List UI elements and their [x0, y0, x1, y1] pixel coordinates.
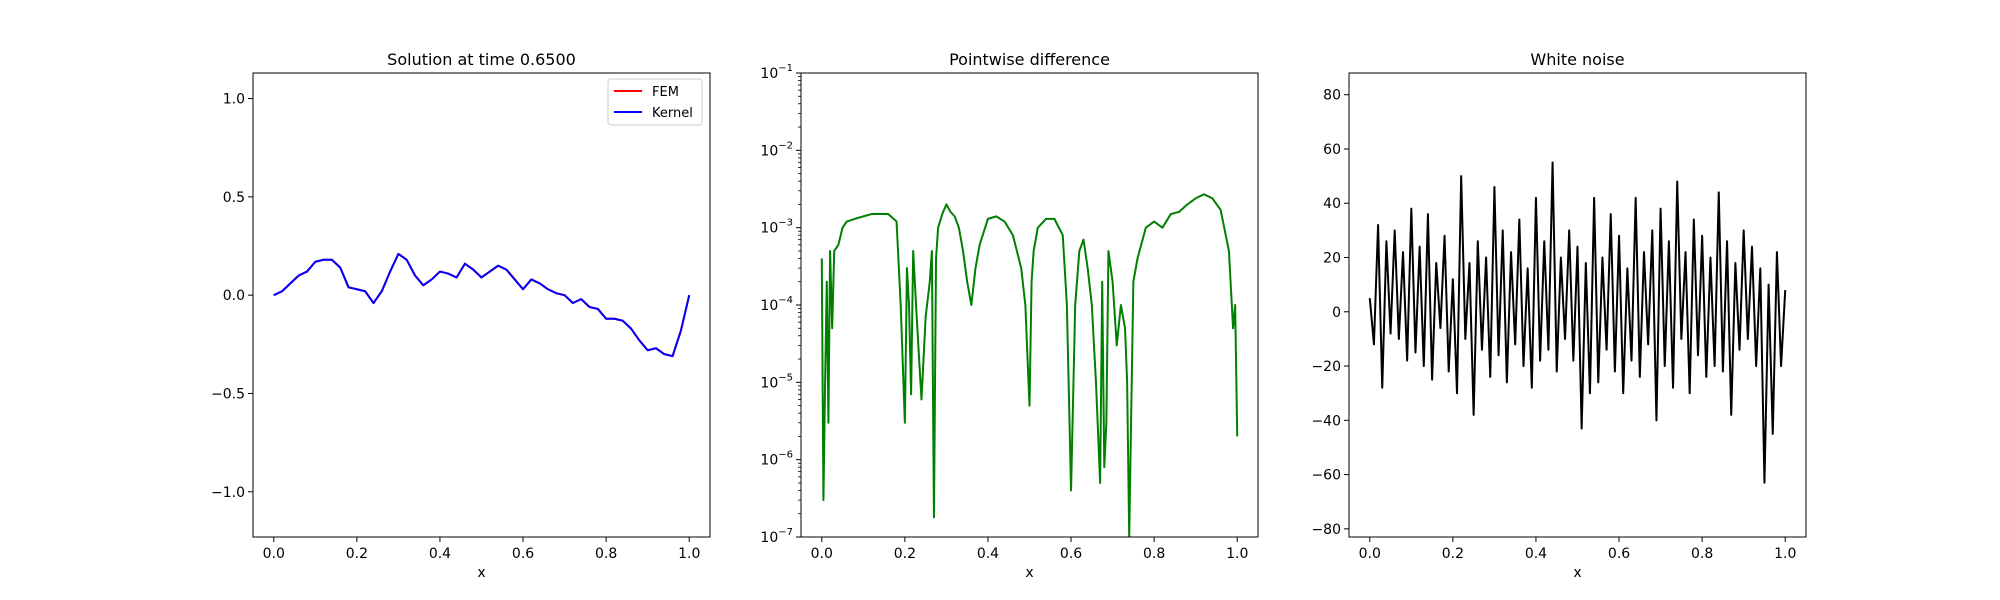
difference-series-0-line — [820, 193, 1239, 537]
difference-ytick-label: 10−5 — [760, 372, 793, 391]
difference-xtick-label: 0.8 — [1143, 546, 1165, 562]
difference-panel-xlabel: x — [1025, 565, 1033, 581]
difference-axes-frame — [800, 72, 1259, 538]
difference-panel: Pointwise difference x 0.0 0.2 0.4 0.6 0.8 1.… — [760, 50, 1259, 581]
noise-xtick-label: 0.2 — [1442, 546, 1464, 562]
noise-panel-title: White noise — [1530, 50, 1624, 69]
noise-ytick-label: 80 — [1323, 88, 1341, 104]
solution-xtick-label: 0.0 — [263, 546, 285, 562]
legend-kernel-label: Kernel — [652, 106, 693, 121]
solution-ticks: 0.0 0.2 0.4 0.6 0.8 1.0 −1.0 −0.5 0.0 0.5 1.0 — [211, 92, 700, 562]
solution-legend: FEM Kernel — [607, 78, 703, 126]
difference-ticks: 0.0 0.2 0.4 0.6 0.8 1.0 10−7 10−6 10−5 10−4 10−3 10… — [760, 63, 1248, 562]
noise-axes-frame — [1348, 72, 1807, 538]
solution-ytick-label: −0.5 — [211, 386, 245, 402]
difference-xtick-label: 0.2 — [894, 546, 916, 562]
noise-ytick-label: −80 — [1311, 522, 1341, 538]
noise-ytick-label: 0 — [1332, 305, 1341, 321]
solution-ytick-label: 0.0 — [223, 288, 245, 304]
solution-series-kernel-line — [273, 252, 691, 358]
noise-ytick-label: −40 — [1311, 413, 1341, 429]
solution-series-fem-line — [273, 252, 691, 358]
legend-fem-label: FEM — [652, 85, 679, 100]
noise-ytick-label: 40 — [1323, 196, 1341, 212]
difference-ytick-label: 10−3 — [760, 218, 793, 237]
solution-xtick-label: 0.4 — [429, 546, 451, 562]
noise-ytick-label: −20 — [1311, 359, 1341, 375]
difference-plot-area — [820, 193, 1239, 537]
noise-panel: White noise x 0.0 0.2 0.4 0.6 0.8 1.0 −80 −60 −4… — [1311, 50, 1807, 581]
noise-xtick-label: 0.8 — [1691, 546, 1713, 562]
noise-xtick-label: 0.0 — [1359, 546, 1381, 562]
solution-axes-frame — [252, 72, 711, 538]
solution-xtick-label: 0.6 — [512, 546, 534, 562]
difference-ytick-label: 10−7 — [760, 527, 793, 546]
solution-panel: Solution at time 0.6500 x 0.0 0.2 0.4 0.6 0.… — [211, 50, 711, 581]
difference-xtick-label: 0.0 — [811, 546, 833, 562]
difference-xtick-label: 0.6 — [1060, 546, 1082, 562]
noise-series-0-line — [1368, 161, 1787, 484]
solution-ytick-label: 1.0 — [223, 92, 245, 108]
noise-xtick-label: 1.0 — [1774, 546, 1796, 562]
solution-panel-title: Solution at time 0.6500 — [387, 50, 576, 69]
solution-xtick-label: 0.2 — [346, 546, 368, 562]
solution-xtick-label: 1.0 — [678, 546, 700, 562]
noise-ytick-label: 60 — [1323, 142, 1341, 158]
difference-xtick-label: 0.4 — [977, 546, 999, 562]
noise-plot-area — [1368, 161, 1787, 484]
difference-ytick-label: 10−1 — [760, 63, 793, 82]
solution-xtick-label: 0.8 — [595, 546, 617, 562]
difference-ytick-label: 10−2 — [760, 140, 793, 159]
solution-ytick-label: 0.5 — [223, 190, 245, 206]
solution-panel-xlabel: x — [477, 565, 485, 581]
noise-xtick-label: 0.6 — [1608, 546, 1630, 562]
noise-xtick-label: 0.4 — [1525, 546, 1547, 562]
noise-ytick-label: −60 — [1311, 468, 1341, 484]
noise-ticks: 0.0 0.2 0.4 0.6 0.8 1.0 −80 −60 −40 −20 0 20 40 60 80 — [1311, 88, 1796, 562]
solution-ytick-label: −1.0 — [211, 485, 245, 501]
difference-panel-title: Pointwise difference — [949, 50, 1110, 69]
noise-ytick-label: 20 — [1323, 251, 1341, 267]
difference-xtick-label: 1.0 — [1226, 546, 1248, 562]
difference-ytick-label: 10−6 — [760, 450, 793, 469]
solution-plot-area — [273, 252, 691, 358]
noise-panel-xlabel: x — [1573, 565, 1581, 581]
difference-ytick-label: 10−4 — [760, 295, 793, 314]
